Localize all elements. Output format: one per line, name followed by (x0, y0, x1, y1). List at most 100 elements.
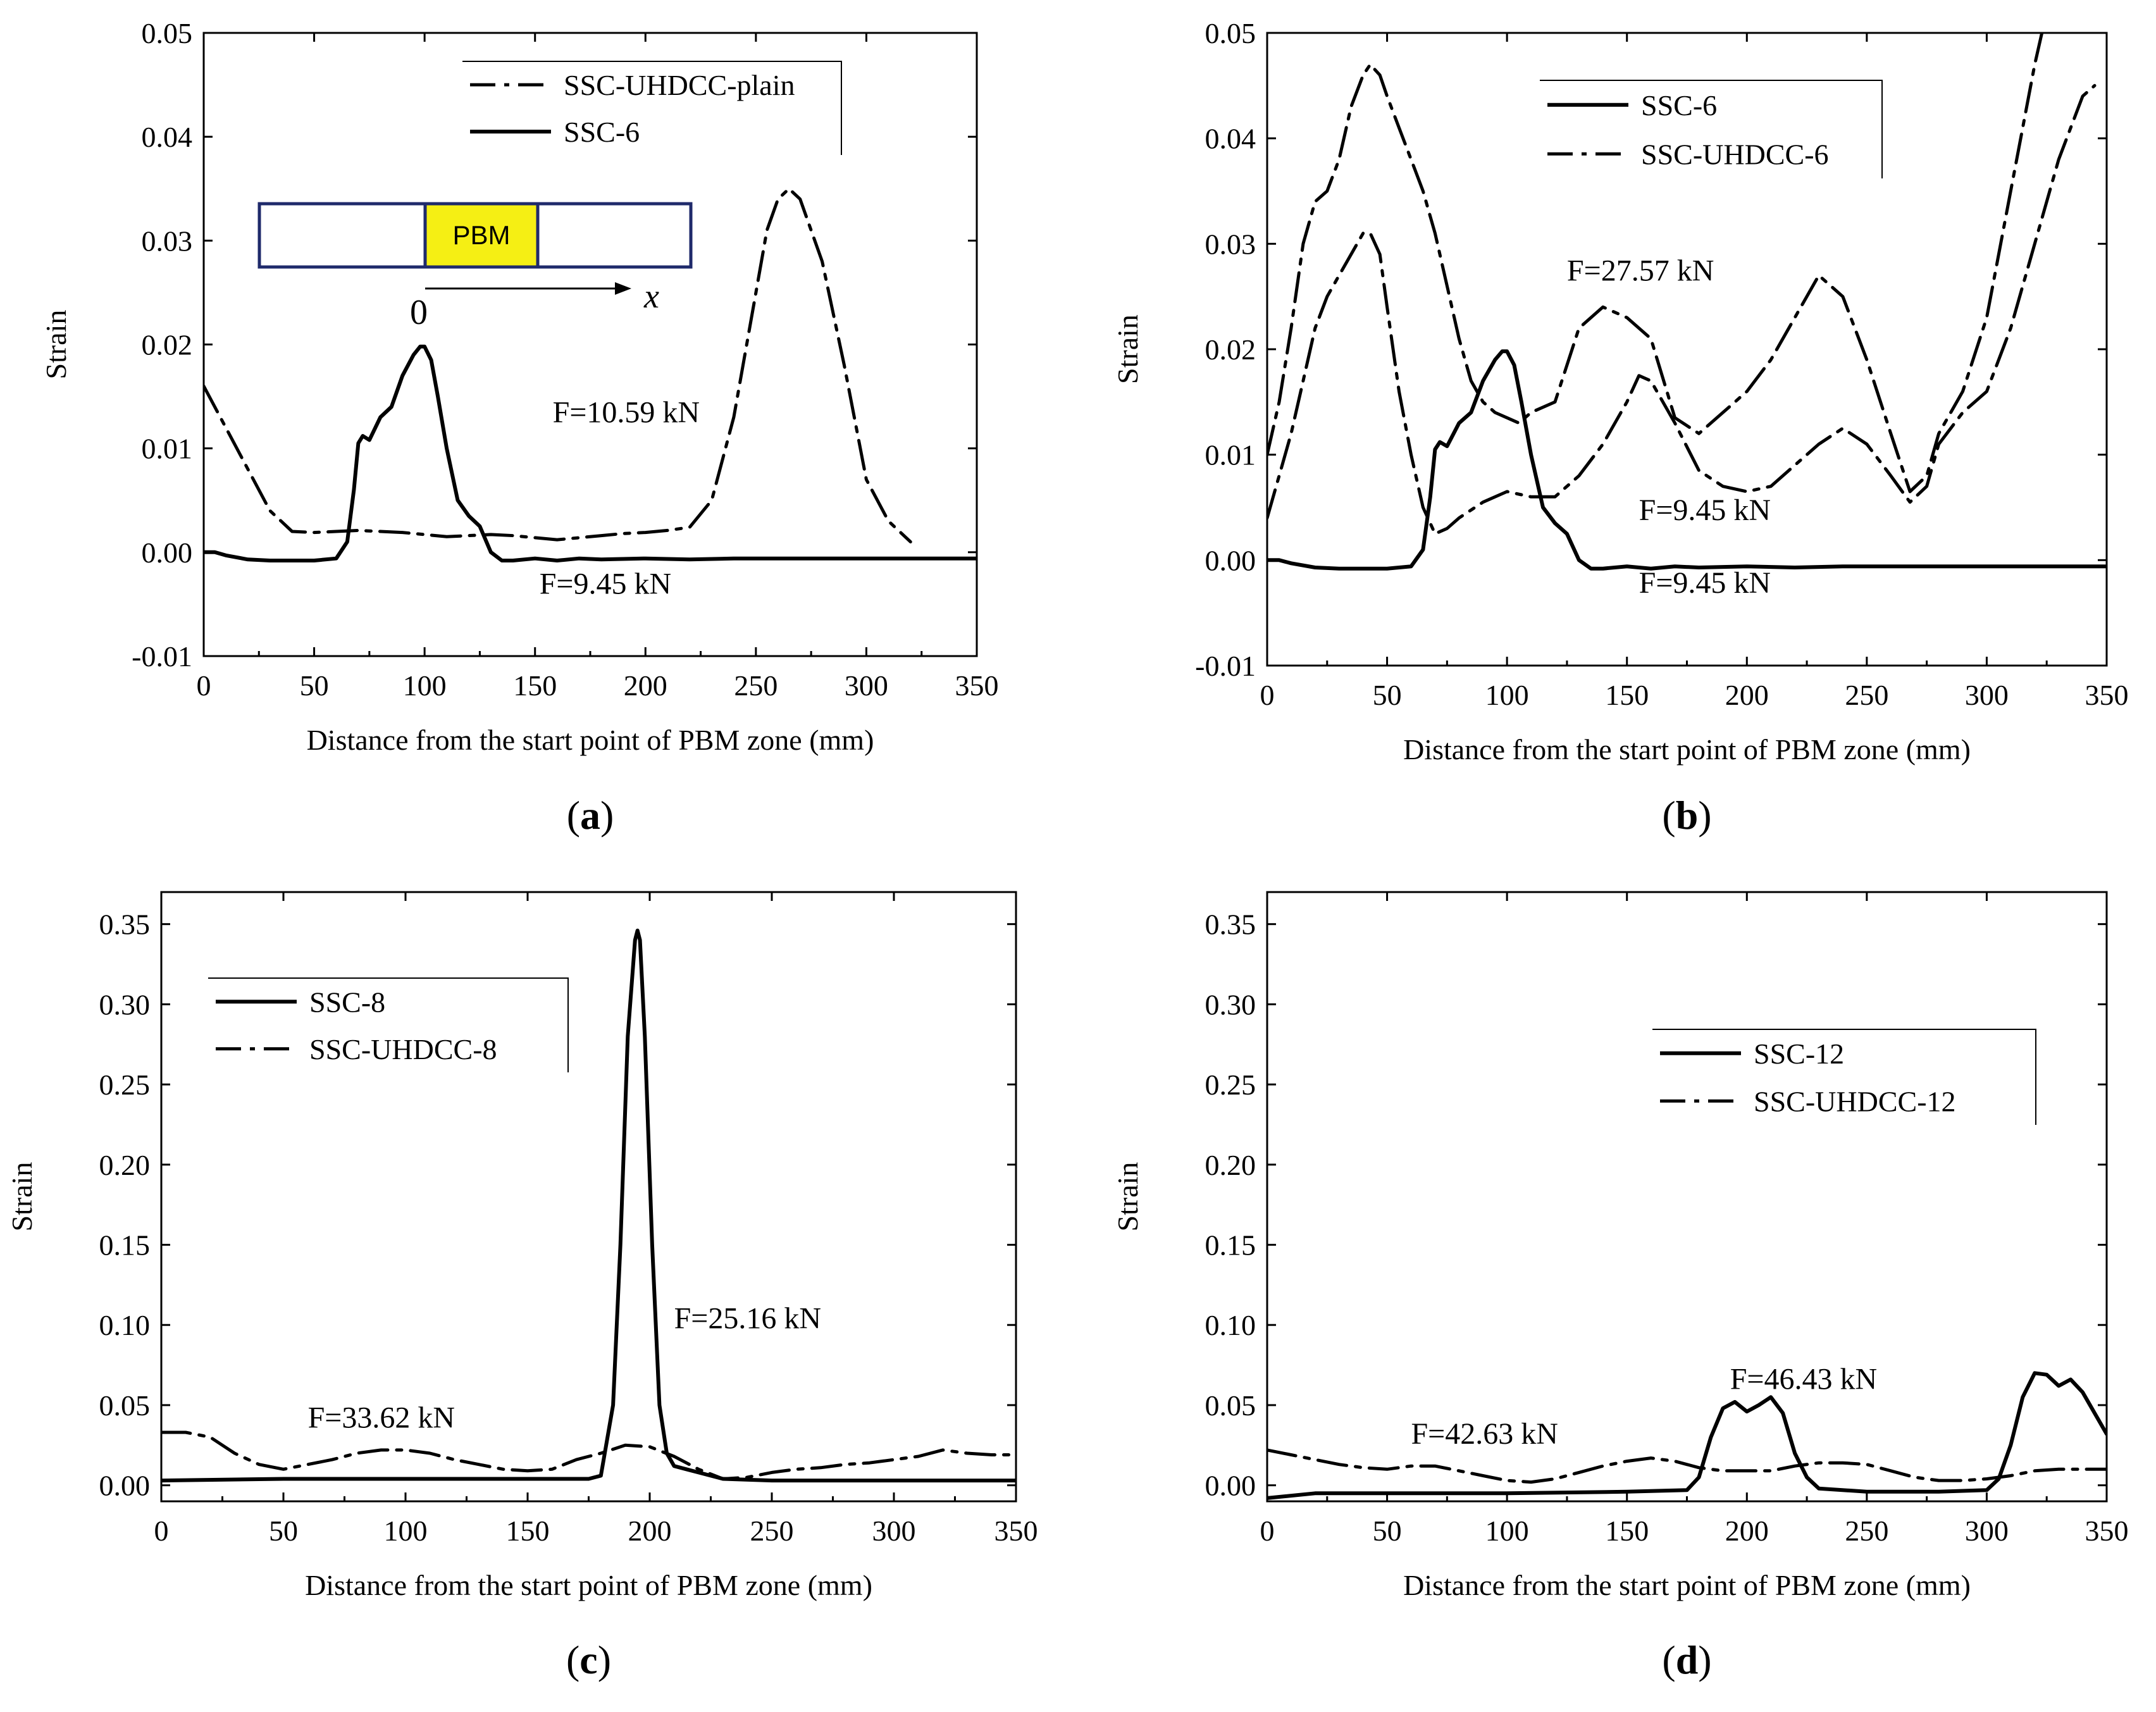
legend-label: SSC-8 (309, 986, 385, 1018)
legend-frame (1652, 1029, 2036, 1125)
force-annotation: F=25.16 kN (674, 1301, 821, 1335)
x-tick-label: 0 (1260, 679, 1275, 711)
x-axis-title: Distance from the start point of PBM zon… (307, 724, 874, 756)
x-tick-label: 200 (624, 669, 667, 702)
y-tick-label: 0.00 (142, 537, 193, 569)
series-line-ssc-8 (161, 928, 1016, 1483)
panel-letter: a (580, 793, 600, 838)
x-tick-label: 200 (628, 1515, 672, 1547)
chart-panel-a: 0 50 100 150 200 250 300 350 -0.01 0.00 0.01 0.02 0.… (40, 17, 999, 838)
x-tick-label: 150 (1605, 1515, 1649, 1547)
y-tick-label: 0.35 (1205, 909, 1256, 941)
y-tick-label: 0.00 (99, 1470, 151, 1502)
x-tick-label: 300 (845, 669, 888, 702)
x-tick-label: 350 (2085, 679, 2129, 711)
chart-panel-c: 0 50 100 150 200 250 300 350 0.00 0.05 0.10 0.15 0.2… (6, 891, 1038, 1682)
legend-label: SSC-UHDCC-12 (1754, 1085, 1956, 1117)
panel-letter: c (579, 1637, 597, 1682)
legend-label: SSC-6 (1641, 89, 1717, 121)
y-tick-label: 0.05 (1205, 1389, 1256, 1422)
legend-label: SSC-12 (1754, 1038, 1844, 1070)
series-group (1267, 33, 2107, 571)
legend: SSC-12 SSC-UHDCC-12 (1652, 1029, 2036, 1125)
x-tick-label: 300 (872, 1515, 916, 1547)
series-line-ssc-uhdcc-6-f-27-57-kn (1267, 33, 2044, 493)
legend-label: SSC-6 (564, 116, 640, 148)
x-tick-label: 300 (1965, 679, 2009, 711)
y-tick-label: 0.05 (1205, 17, 1256, 49)
inset-pbm-zone (423, 202, 540, 269)
legend-label: SSC-UHDCC-6 (1641, 138, 1829, 170)
x-tick-label: 200 (1725, 1515, 1769, 1547)
y-tick-label: 0.03 (1205, 228, 1256, 260)
x-tick-label: 250 (1845, 679, 1888, 711)
x-tick-label: 350 (994, 1515, 1038, 1547)
x-tick-label: 150 (1605, 679, 1649, 711)
chart-panel-d: 0 50 100 150 200 250 300 350 0.00 0.05 0.10 0.15 0.2… (1112, 891, 2129, 1682)
series-group (161, 928, 1016, 1483)
y-tick-label: 0.25 (1205, 1069, 1256, 1101)
x-tick-label: 50 (1373, 679, 1402, 711)
force-annotation: F=9.45 kN (1639, 566, 1771, 600)
x-tick-label: 250 (750, 1515, 794, 1547)
pbm-inset-diagram: PBM 0 x (257, 202, 693, 332)
force-annotation: F=27.57 kN (1567, 254, 1714, 288)
x-tick-label: 0 (154, 1515, 169, 1547)
panel-letter: d (1676, 1637, 1699, 1682)
y-tick-label: 0.00 (1205, 544, 1256, 576)
chart-panel-b: 0 50 100 150 200 250 300 350 -0.01 0.00 0.01 0.02 0.… (1112, 17, 2129, 838)
x-axis-title: Distance from the start point of PBM zon… (1403, 733, 1971, 766)
x-tick-label: 250 (734, 669, 778, 702)
y-tick-label: 0.05 (142, 17, 193, 49)
y-tick-label: 0.10 (99, 1309, 151, 1341)
legend-frame (1540, 80, 1883, 178)
x-tick-label: 250 (1845, 1515, 1888, 1547)
x-tick-label: 100 (403, 669, 447, 702)
series-line-ssc-uhdcc-6-f-9-45-kn (1267, 84, 2097, 536)
inset-x-arrow-head (615, 282, 631, 295)
y-tick-label: 0.30 (99, 988, 151, 1020)
y-tick-label: 0.15 (99, 1229, 151, 1262)
series-line-ssc-uhdcc-8 (161, 1430, 1016, 1480)
y-tick-label: 0.20 (99, 1149, 151, 1181)
x-tick-label: 300 (1965, 1515, 2009, 1547)
legend-label: SSC-UHDCC-8 (309, 1033, 497, 1065)
x-tick-label: 50 (300, 669, 329, 702)
force-annotation: F=10.59 kN (553, 396, 700, 430)
y-tick-label: 0.20 (1205, 1149, 1256, 1181)
y-tick-label: 0.03 (142, 225, 193, 257)
y-tick-label: 0.15 (1205, 1229, 1256, 1262)
series-line-ssc-uhdcc-12 (1267, 1448, 2107, 1484)
y-axis-title: Strain (1112, 1162, 1144, 1232)
inset-x-label: x (643, 277, 659, 315)
y-tick-label: 0.05 (99, 1389, 151, 1422)
panel-letter: b (1676, 793, 1699, 838)
legend: SSC-8 SSC-UHDCC-8 (208, 977, 569, 1072)
series-line-ssc-6 (204, 344, 977, 562)
y-tick-label: 0.01 (1205, 439, 1256, 471)
y-tick-label: 0.00 (1205, 1470, 1256, 1502)
y-tick-label: 0.10 (1205, 1309, 1256, 1341)
y-tick-label: 0.35 (99, 909, 151, 941)
x-tick-label: 100 (384, 1515, 428, 1547)
series-line-ssc-6 (1267, 349, 2107, 571)
series-line-ssc-uhdcc-plain (204, 187, 912, 543)
legend-frame (462, 61, 842, 155)
panel-label: (a) (567, 793, 614, 838)
force-annotation: F=9.45 kN (540, 568, 671, 601)
legend-frame (208, 977, 569, 1072)
force-annotation: F=9.45 kN (1639, 493, 1771, 527)
x-tick-label: 350 (2085, 1515, 2129, 1547)
x-tick-label: 50 (1373, 1515, 1402, 1547)
panel-label: (d) (1662, 1637, 1711, 1682)
x-tick-label: 100 (1485, 679, 1529, 711)
force-annotation: F=46.43 kN (1730, 1363, 1877, 1396)
y-tick-label: 0.30 (1205, 988, 1256, 1020)
legend: SSC-UHDCC-plain SSC-6 (462, 61, 842, 155)
y-tick-label: 0.02 (142, 329, 193, 361)
y-axis-title: Strain (40, 310, 72, 380)
series-group (1267, 1371, 2107, 1500)
inset-origin-label: 0 (410, 293, 428, 332)
